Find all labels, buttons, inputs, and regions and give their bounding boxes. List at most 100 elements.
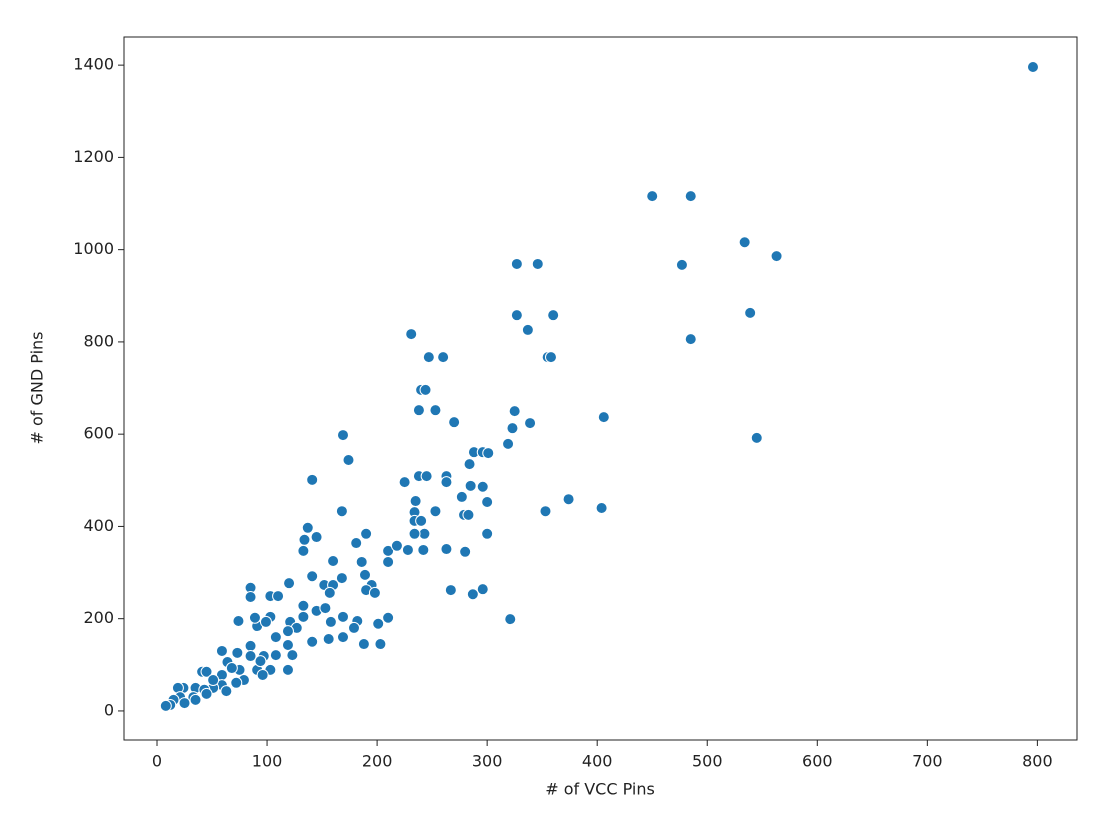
point xyxy=(374,638,387,651)
point xyxy=(230,676,243,689)
x-tick-label: 600 xyxy=(802,752,833,771)
point xyxy=(562,493,575,506)
point xyxy=(466,588,479,601)
plot-frame xyxy=(123,36,1078,741)
point xyxy=(207,674,220,687)
y-tick-label: 1400 xyxy=(73,55,114,74)
point xyxy=(508,405,521,418)
point xyxy=(244,639,257,652)
x-tick-label: 400 xyxy=(582,752,613,771)
point xyxy=(597,411,610,424)
point xyxy=(476,583,489,596)
y-axis-label: # of GND Pins xyxy=(28,332,47,445)
point xyxy=(244,591,257,604)
point xyxy=(297,610,310,623)
point xyxy=(272,590,285,603)
point xyxy=(159,699,172,712)
point xyxy=(297,544,310,557)
point xyxy=(269,631,282,644)
point xyxy=(357,638,370,651)
point xyxy=(506,422,519,435)
point xyxy=(415,514,428,527)
point xyxy=(418,527,431,540)
point xyxy=(324,615,337,628)
point xyxy=(524,417,537,430)
point xyxy=(336,610,349,623)
point xyxy=(684,190,697,203)
point xyxy=(401,543,414,556)
point xyxy=(382,555,395,568)
y-tick-label: 600 xyxy=(83,424,114,443)
point xyxy=(390,539,403,552)
point xyxy=(256,668,269,681)
x-tick-label: 300 xyxy=(472,752,503,771)
y-tick-label: 800 xyxy=(83,331,114,350)
point xyxy=(463,458,476,471)
point xyxy=(462,508,475,521)
point xyxy=(444,584,457,597)
point xyxy=(429,404,442,417)
point xyxy=(455,490,468,503)
point xyxy=(286,649,299,662)
point xyxy=(405,328,418,341)
point xyxy=(297,599,310,612)
point xyxy=(355,555,368,568)
point xyxy=(464,479,477,492)
point xyxy=(215,644,228,657)
point xyxy=(510,309,523,322)
point xyxy=(359,568,372,581)
point xyxy=(269,649,282,662)
point xyxy=(220,685,233,698)
point xyxy=(178,697,191,710)
point xyxy=(306,635,319,648)
point xyxy=(259,615,272,628)
point xyxy=(306,473,319,486)
point xyxy=(335,505,348,518)
point xyxy=(323,586,336,599)
x-tick-label: 100 xyxy=(252,752,283,771)
point xyxy=(459,545,472,558)
point xyxy=(440,543,453,556)
point xyxy=(646,190,659,203)
point xyxy=(283,577,296,590)
point xyxy=(254,655,267,668)
point xyxy=(336,631,349,644)
point xyxy=(281,663,294,676)
point xyxy=(200,665,213,678)
point xyxy=(306,570,319,583)
point xyxy=(417,543,430,556)
point xyxy=(476,480,489,493)
point xyxy=(231,646,244,659)
y-tick-label: 1200 xyxy=(73,147,114,166)
point xyxy=(675,258,688,271)
point xyxy=(248,611,261,624)
point xyxy=(412,404,425,417)
point xyxy=(420,470,433,483)
point xyxy=(382,611,395,624)
point xyxy=(327,555,340,568)
point xyxy=(481,527,494,540)
point xyxy=(547,309,560,322)
point xyxy=(429,505,442,518)
point xyxy=(360,527,373,540)
point xyxy=(342,453,355,466)
point xyxy=(448,416,461,429)
point xyxy=(684,333,697,346)
point xyxy=(544,351,557,364)
x-tick-label: 200 xyxy=(362,752,393,771)
point xyxy=(232,614,245,627)
point xyxy=(310,531,323,544)
point xyxy=(200,687,213,700)
point xyxy=(595,501,608,514)
point xyxy=(1026,60,1039,73)
y-tick-label: 1000 xyxy=(73,239,114,258)
point xyxy=(750,431,763,444)
point xyxy=(510,257,523,270)
point xyxy=(372,617,385,630)
point xyxy=(521,323,534,336)
x-tick-label: 800 xyxy=(1022,752,1053,771)
point xyxy=(422,351,435,364)
point xyxy=(744,306,757,319)
